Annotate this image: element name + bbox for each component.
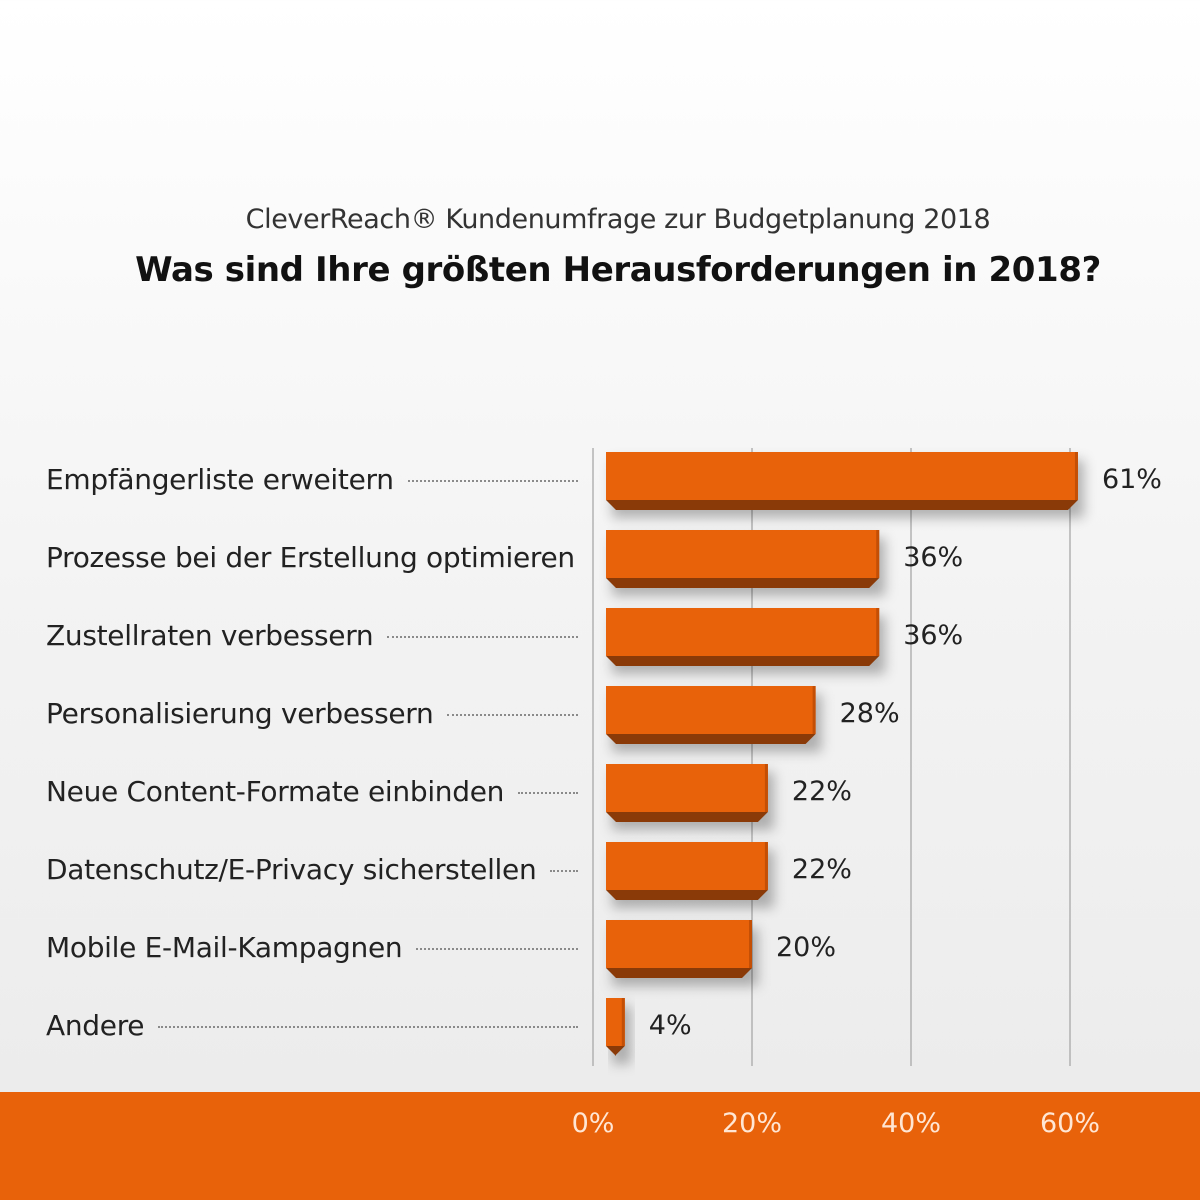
bar-6 [606,842,774,908]
dotted-leader-1 [407,480,578,482]
value-label-2: 36% [903,542,964,573]
dotted-leader-6 [550,870,578,872]
value-label-6: 22% [791,854,852,885]
bar-4 [606,686,822,752]
category-label-5: Neue Content-Formate einbinden [46,775,505,808]
category-label-1: Empfängerliste erweitern [46,463,394,496]
bar-8 [606,998,631,1064]
value-label-3: 36% [903,620,964,651]
x-tick-label-40: 40% [880,1108,942,1139]
footer-band [0,1092,1200,1200]
bar-7 [606,920,758,986]
value-label-8: 4% [648,1010,692,1041]
category-label-6: Datenschutz/E-Privacy sicherstellen [46,853,537,886]
chart-subtitle: CleverReach® Kundenumfrage zur Budgetpla… [245,204,991,235]
dotted-leader-3 [387,636,578,638]
x-tick-label-20: 20% [721,1108,783,1139]
category-label-8: Andere [46,1009,145,1042]
bar-5 [606,764,774,830]
bar-2 [606,530,886,596]
category-label-3: Zustellraten verbessern [46,619,374,652]
value-label-7: 20% [776,932,837,963]
dotted-leader-7 [416,948,578,950]
dotted-leader-5 [518,792,578,794]
value-label-4: 28% [839,698,900,729]
chart-title: Was sind Ihre größten Herausforderungen … [135,250,1101,290]
bar-1 [606,452,1084,518]
category-label-2: Prozesse bei der Erstellung optimieren [46,541,575,574]
value-label-1: 61% [1101,464,1162,495]
bar-3 [606,608,886,674]
value-label-5: 22% [791,776,852,807]
x-tick-label-0: 0% [571,1108,615,1139]
dotted-leader-4 [447,714,578,716]
category-label-4: Personalisierung verbessern [46,697,434,730]
dotted-leader-8 [158,1026,578,1028]
category-label-7: Mobile E-Mail-Kampagnen [46,931,403,964]
x-tick-label-60: 60% [1039,1108,1101,1139]
